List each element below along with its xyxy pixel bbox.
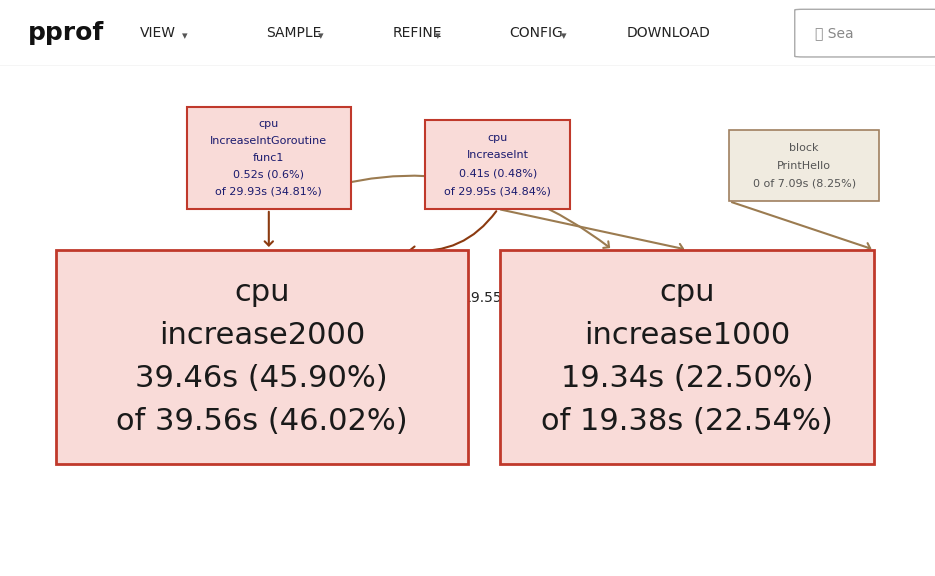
Text: of 19.38s (22.54%): of 19.38s (22.54%): [541, 407, 833, 435]
Text: IncreaseInt: IncreaseInt: [467, 150, 529, 161]
Text: 0.52s (0.6%): 0.52s (0.6%): [234, 170, 304, 180]
FancyBboxPatch shape: [425, 120, 570, 209]
Text: increase2000: increase2000: [159, 321, 365, 350]
Text: SAMPLE: SAMPLE: [266, 26, 322, 40]
Text: ▾: ▾: [561, 32, 567, 41]
Text: REFINE: REFINE: [393, 26, 442, 40]
Text: cpu: cpu: [659, 278, 715, 307]
Text: 9.98s: 9.98s: [580, 291, 617, 305]
Text: 19.55s: 19.55s: [463, 291, 510, 305]
FancyBboxPatch shape: [500, 250, 874, 464]
Text: 9.40s: 9.40s: [355, 291, 393, 305]
Text: pprof: pprof: [28, 21, 105, 45]
Text: 0 of 7.09s (8.25%): 0 of 7.09s (8.25%): [753, 179, 856, 188]
Text: block: block: [789, 143, 819, 153]
Text: increase1000: increase1000: [584, 321, 790, 350]
FancyBboxPatch shape: [729, 130, 879, 202]
Text: of 29.93s (34.81%): of 29.93s (34.81%): [215, 187, 323, 197]
Text: 20.01s: 20.01s: [226, 291, 273, 305]
Text: PrintHello: PrintHello: [777, 161, 831, 170]
FancyBboxPatch shape: [56, 250, 468, 464]
Text: of 39.56s (46.02%): of 39.56s (46.02%): [116, 407, 408, 435]
Text: 39.46s (45.90%): 39.46s (45.90%): [136, 363, 388, 393]
Text: 0.41s (0.48%): 0.41s (0.48%): [459, 168, 537, 179]
Text: 🔍 Sea: 🔍 Sea: [815, 26, 854, 40]
Text: ▾: ▾: [182, 32, 188, 41]
FancyBboxPatch shape: [187, 107, 351, 209]
Text: cpu: cpu: [488, 132, 508, 143]
Text: ▾: ▾: [318, 32, 324, 41]
Text: DOWNLOAD: DOWNLOAD: [626, 26, 711, 40]
Text: cpu: cpu: [234, 278, 290, 307]
Text: VIEW: VIEW: [140, 26, 177, 40]
Text: ▾: ▾: [435, 32, 440, 41]
Text: cpu: cpu: [259, 119, 279, 129]
FancyBboxPatch shape: [795, 9, 935, 57]
Text: CONFIG: CONFIG: [510, 26, 563, 40]
Text: IncreaseIntGoroutine: IncreaseIntGoroutine: [210, 136, 327, 146]
Text: func1: func1: [253, 153, 284, 163]
Text: 19.34s (22.50%): 19.34s (22.50%): [561, 363, 813, 393]
Text: of 29.95s (34.84%): of 29.95s (34.84%): [444, 186, 552, 196]
